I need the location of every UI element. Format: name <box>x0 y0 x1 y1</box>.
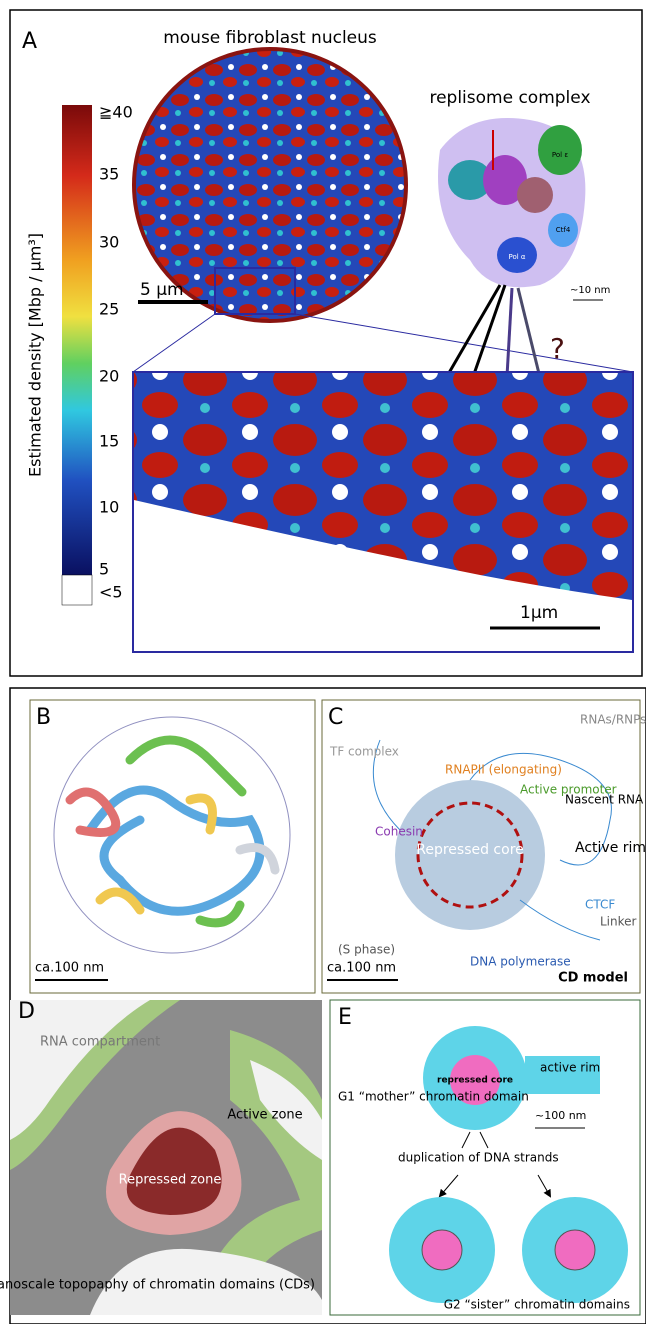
protein-label: Pol ε <box>552 151 568 159</box>
panel-label: A <box>22 29 37 54</box>
colorbar <box>62 105 92 575</box>
mother-label: G1 “mother” chromatin domain <box>338 1090 529 1104</box>
question-mark: ? <box>550 332 565 365</box>
repressed-label: Repressed zone <box>119 1173 222 1188</box>
colorbar-label: Estimated density [Mbp / μm³] <box>26 233 45 477</box>
replisome-title: replisome complex <box>429 88 590 108</box>
panel-label: E <box>338 1005 352 1030</box>
protein-label: Pol α <box>508 253 525 261</box>
model-label: CD model <box>558 971 628 986</box>
annotation: Repressed core <box>416 842 524 858</box>
colorbar-low <box>62 575 92 605</box>
colorbar-tick-label: 5 <box>99 560 109 579</box>
protein-label: Ctf4 <box>556 226 571 234</box>
colorbar-tick-label: 25 <box>99 300 119 319</box>
annotation: CTCF <box>585 898 615 912</box>
annotation: TF complex <box>329 745 399 759</box>
annotation: Cohesin <box>375 825 423 839</box>
colorbar-tick-label: 35 <box>99 165 119 184</box>
sister-core <box>422 1230 462 1270</box>
page-body: {"panel_a": {"label": "A", "nucleus_titl… <box>0 0 646 1324</box>
colorbar-tick-label: ≧40 <box>99 103 133 122</box>
nucleus-title: mouse fibroblast nucleus <box>163 28 377 48</box>
annotation: (S phase) <box>338 943 395 957</box>
active-label: Active zone <box>227 1108 302 1123</box>
protein <box>517 177 553 213</box>
annotation: Linker <box>600 915 637 929</box>
panel-label: C <box>328 705 343 730</box>
colorbar-tick-label: 20 <box>99 367 119 386</box>
colorbar-tick-label: 30 <box>99 233 119 252</box>
sister-core <box>555 1230 595 1270</box>
figure: A mouse fibroblast nucleus 5 μm ≧40 35 30 2… <box>0 0 646 1324</box>
panel-label: D <box>18 999 35 1024</box>
panel-label: B <box>36 705 51 730</box>
active-rim-label: active rim <box>540 1061 600 1075</box>
page: html, body { margin: 0; padding: 0; back… <box>0 0 646 1324</box>
colorbar-tick-label: 15 <box>99 432 119 451</box>
caption: nanoscale topopaphy of chromatin domains… <box>0 1278 315 1293</box>
annotation: DNA polymerase <box>470 955 571 969</box>
scale-label: ca.100 nm <box>327 961 396 976</box>
sisters-label: G2 “sister” chromatin domains <box>444 1298 630 1312</box>
colorbar-tick-label: 10 <box>99 498 119 517</box>
annotation: RNAPII (elongating) <box>445 763 562 777</box>
scale-label: 1μm <box>520 603 558 623</box>
colorbar-tick-label: <5 <box>99 583 123 602</box>
scale-label: 5 μm <box>140 280 184 300</box>
scale-label: ca.100 nm <box>35 961 104 976</box>
core-label: repressed core <box>437 1076 513 1086</box>
duplication-label: duplication of DNA strands <box>398 1151 559 1165</box>
scale-label: ~100 nm <box>535 1109 586 1122</box>
annotation: RNAs/RNPs <box>580 713 646 727</box>
scale-label: ~10 nm <box>570 285 610 296</box>
rna-label: RNA compartment <box>40 1035 160 1050</box>
annotation: Active rim <box>575 840 646 856</box>
protein <box>538 125 582 175</box>
annotation: Nascent RNA <box>565 793 644 807</box>
